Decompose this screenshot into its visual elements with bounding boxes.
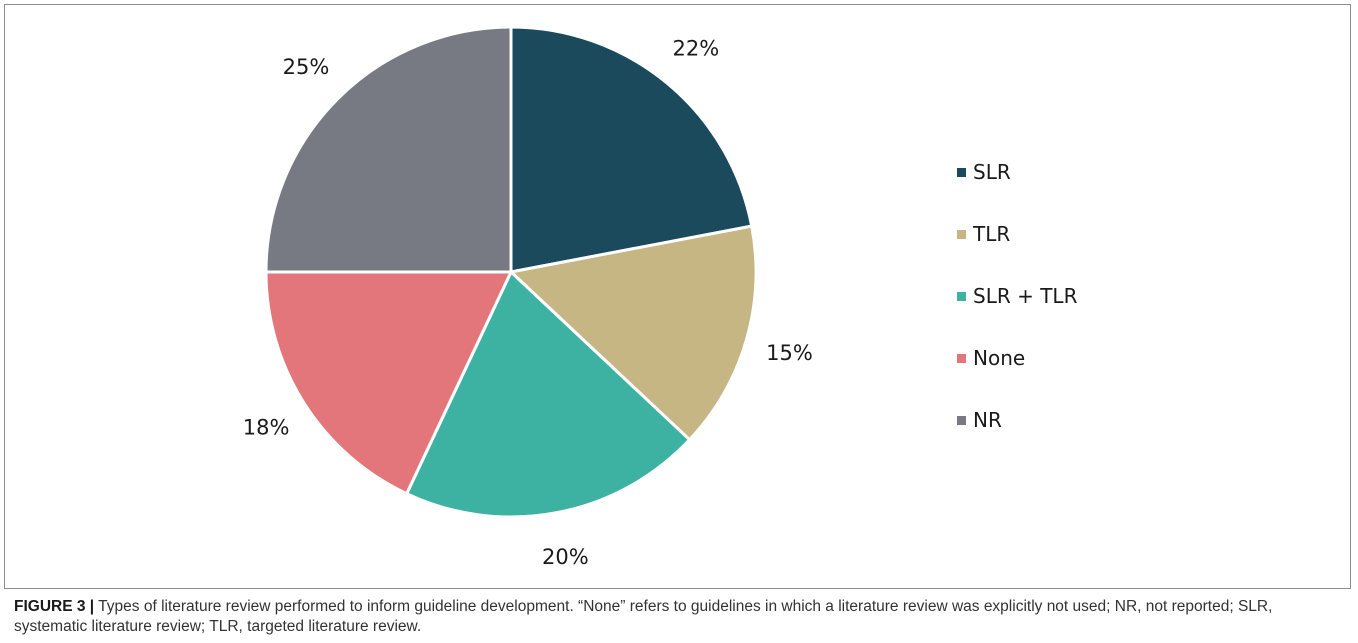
pie-slice-nr	[264, 25, 513, 274]
legend-swatch	[957, 167, 966, 177]
legend-swatch	[957, 415, 966, 425]
legend-item-none: None	[957, 343, 1077, 373]
legend: SLR TLR SLR + TLR None NR	[957, 157, 1077, 467]
data-label-nr: 25%	[283, 55, 330, 79]
data-label-none: 18%	[243, 415, 290, 439]
figure-caption: FIGURE 3 | Types of literature review pe…	[14, 597, 1349, 637]
legend-label: TLR	[973, 222, 1011, 246]
legend-swatch	[957, 291, 966, 301]
legend-item-slr: SLR	[957, 157, 1077, 187]
legend-item-slr-tlr: SLR + TLR	[957, 281, 1077, 311]
legend-swatch	[957, 353, 966, 363]
pie-slice-slr-tlr	[405, 270, 692, 519]
data-label-slr: 22%	[673, 37, 720, 61]
pie-labels: 22% 15% 20% 18% 25%	[243, 37, 813, 569]
legend-item-tlr: TLR	[957, 219, 1077, 249]
legend-label: SLR + TLR	[973, 284, 1078, 308]
pie-slice-none	[264, 270, 513, 496]
pie-slice-slr	[509, 25, 754, 274]
legend-item-nr: NR	[957, 405, 1077, 435]
pie-slices	[264, 25, 758, 519]
figure-label: FIGURE 3 |	[14, 598, 95, 615]
legend-label: SLR	[973, 160, 1011, 184]
legend-swatch	[957, 229, 966, 239]
pie-chart: 22% 15% 20% 18% 25%	[243, 25, 813, 569]
pie-slice-tlr	[509, 224, 758, 442]
chart-frame: 22% 15% 20% 18% 25% SLR TLR SLR + TLR None NR	[4, 4, 1351, 589]
data-label-slr-tlr: 20%	[542, 545, 589, 569]
legend-label: None	[973, 346, 1026, 370]
data-label-tlr: 15%	[766, 341, 813, 365]
legend-label: NR	[973, 408, 1002, 432]
caption-text: Types of literature review performed to …	[14, 598, 1273, 635]
